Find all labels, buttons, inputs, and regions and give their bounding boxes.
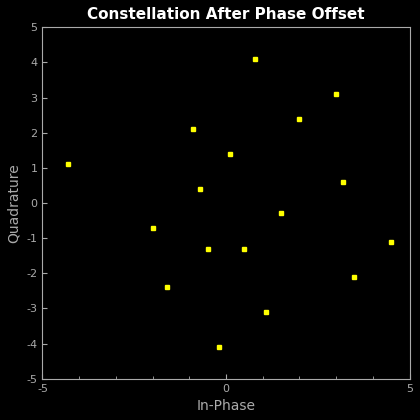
Line: Channel 1: Channel 1 <box>66 57 393 349</box>
Channel 1 <box>227 151 232 156</box>
Channel 1 <box>66 162 71 167</box>
Channel 1 <box>253 56 258 61</box>
X-axis label: In-Phase: In-Phase <box>197 399 255 413</box>
Channel 1 <box>341 179 346 184</box>
Channel 1 <box>297 116 302 121</box>
Channel 1 <box>190 127 195 132</box>
Channel 1 <box>333 92 339 97</box>
Channel 1 <box>216 344 221 349</box>
Channel 1 <box>205 246 210 251</box>
Channel 1 <box>352 274 357 279</box>
Channel 1 <box>264 310 269 315</box>
Channel 1 <box>150 225 155 230</box>
Channel 1 <box>242 246 247 251</box>
Title: Constellation After Phase Offset: Constellation After Phase Offset <box>87 7 365 22</box>
Channel 1 <box>198 186 203 192</box>
Channel 1 <box>165 285 170 290</box>
Y-axis label: Quadrature: Quadrature <box>7 163 21 243</box>
Channel 1 <box>388 239 394 244</box>
Channel 1 <box>278 211 284 216</box>
